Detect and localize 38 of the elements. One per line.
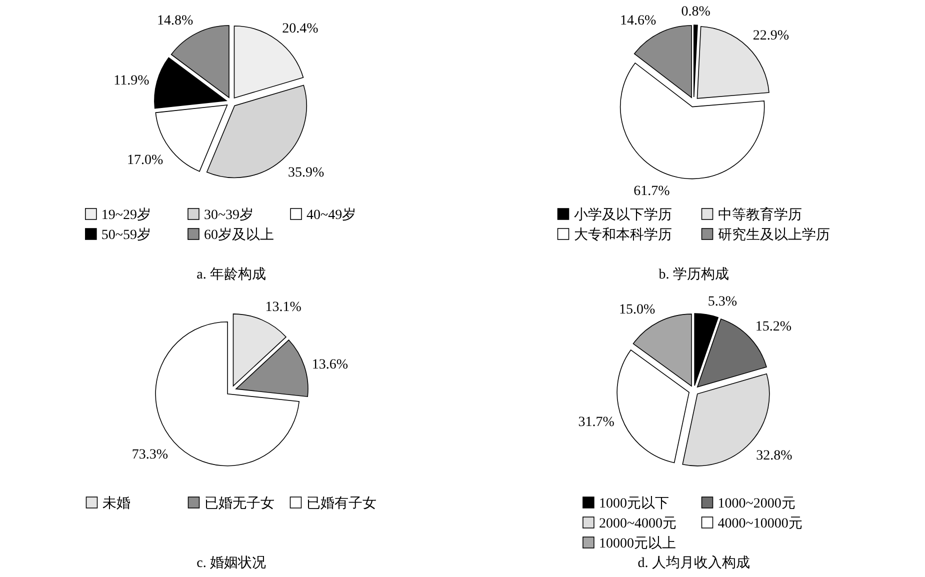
data-label: 35.9% bbox=[288, 165, 325, 180]
legend-label: 19~29岁 bbox=[101, 206, 151, 223]
legend-label: 40~49岁 bbox=[306, 206, 356, 223]
data-label: 13.6% bbox=[312, 358, 348, 373]
legend-label: 研究生及以上学历 bbox=[718, 226, 830, 243]
text: b. 学历构成 bbox=[658, 266, 729, 282]
legend-label: 大专和本科学历 bbox=[574, 226, 672, 243]
legend-label: 2000~4000元 bbox=[598, 516, 677, 532]
legend-label: 已婚无子女 bbox=[204, 495, 274, 512]
data-label: 32.8% bbox=[756, 448, 793, 464]
legend-label: 4000~10000元 bbox=[718, 516, 802, 532]
legend-label: 30~39岁 bbox=[204, 206, 254, 223]
legend-label: 已婚有子女 bbox=[306, 495, 376, 512]
data-label: 0.8% bbox=[681, 4, 711, 20]
data-label: 14.8% bbox=[156, 14, 194, 29]
legend-label: 1000元以下 bbox=[598, 495, 669, 512]
text: c. 婚姻状况 bbox=[196, 555, 266, 571]
legend-label: 小学及以下学历 bbox=[574, 206, 672, 223]
data-label: 31.7% bbox=[578, 414, 615, 430]
data-label: 22.9% bbox=[752, 28, 790, 44]
data-label: 13.1% bbox=[265, 300, 302, 316]
legend-label: 60岁及以上 bbox=[204, 226, 274, 243]
data-label: 11.9% bbox=[114, 73, 150, 88]
legend-label: 未婚 bbox=[102, 495, 130, 512]
legend-label: 50~59岁 bbox=[101, 226, 151, 243]
data-label: 61.7% bbox=[634, 184, 670, 199]
data-label: 14.6% bbox=[620, 13, 656, 28]
data-label: 20.4% bbox=[282, 21, 319, 36]
text: a. 年龄构成 bbox=[196, 266, 266, 282]
text: d. 人均月收入构成 bbox=[638, 555, 750, 571]
data-label: 73.3% bbox=[132, 448, 168, 463]
data-label: 15.0% bbox=[618, 302, 656, 318]
data-label: 15.2% bbox=[755, 320, 792, 335]
legend-label: 中等教育学历 bbox=[718, 206, 802, 223]
data-label: 5.3% bbox=[708, 294, 738, 310]
data-label: 17.0% bbox=[126, 153, 164, 168]
legend-label: 10000元以上 bbox=[598, 535, 676, 552]
legend-label: 1000~2000元 bbox=[718, 496, 796, 512]
